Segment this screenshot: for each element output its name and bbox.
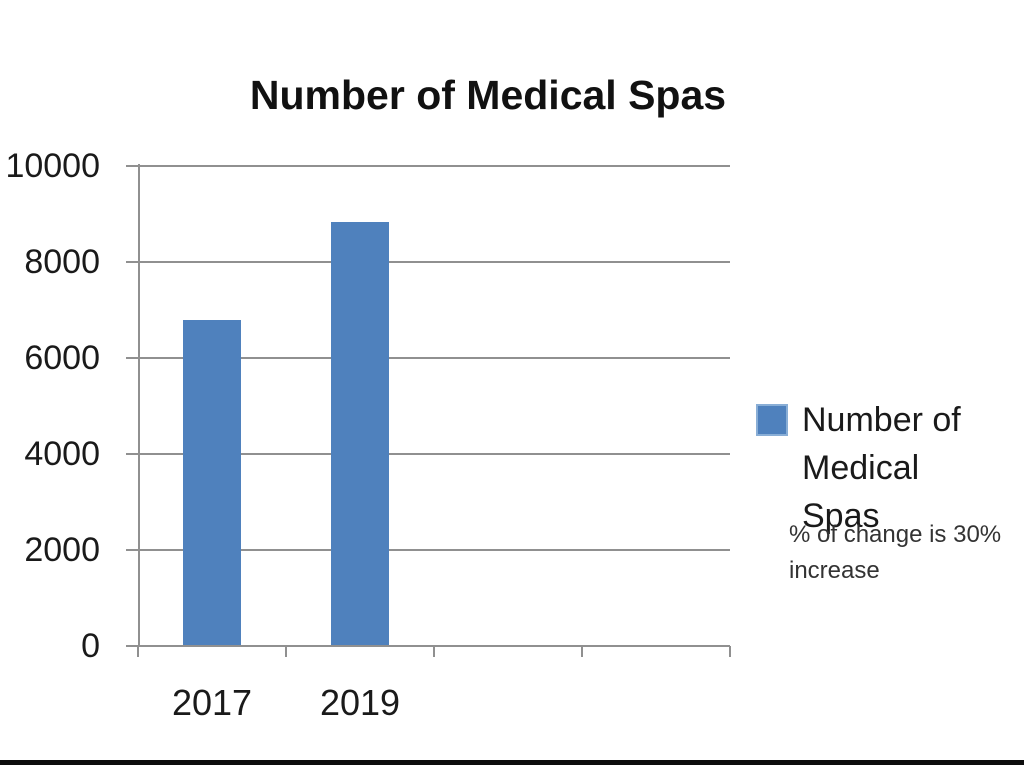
bottom-divider-line xyxy=(0,760,1024,765)
x-axis-tick xyxy=(729,646,731,657)
y-axis-tick xyxy=(126,261,138,263)
legend-label: Number of Medical Spas xyxy=(802,401,961,535)
x-axis-tick xyxy=(433,646,435,657)
y-axis-label: 2000 xyxy=(24,531,100,569)
y-axis-label: 10000 xyxy=(5,147,100,185)
bar-2019 xyxy=(331,222,389,646)
x-axis-tick xyxy=(581,646,583,657)
x-axis-tick xyxy=(137,646,139,657)
chart-title: Number of Medical Spas xyxy=(249,72,727,118)
y-axis-tick xyxy=(126,549,138,551)
bar-2017 xyxy=(183,320,241,646)
y-axis-tick xyxy=(126,357,138,359)
gridline-2000 xyxy=(138,549,730,551)
gridline-6000 xyxy=(138,357,730,359)
x-axis-label-2017: 2017 xyxy=(171,682,253,723)
x-axis-label-2019: 2019 xyxy=(319,682,401,723)
y-axis-label: 6000 xyxy=(24,339,100,377)
x-axis-tick xyxy=(285,646,287,657)
y-axis-label: 4000 xyxy=(24,435,100,473)
legend: Number of Medical Spas xyxy=(756,396,1006,540)
gridline-8000 xyxy=(138,261,730,263)
legend-marker-swatch xyxy=(756,404,788,436)
y-axis-label: 0 xyxy=(81,627,100,665)
y-axis-label: 8000 xyxy=(24,243,100,281)
annotation-note: % of change is 30% increase xyxy=(789,521,1002,584)
gridline-4000 xyxy=(138,453,730,455)
y-axis-tick xyxy=(126,165,138,167)
gridline-10000 xyxy=(138,165,730,167)
y-axis-tick xyxy=(126,453,138,455)
x-axis-line xyxy=(126,645,730,647)
y-axis-line xyxy=(138,164,140,646)
legend-entry: Number of Medical Spas xyxy=(756,396,1006,540)
